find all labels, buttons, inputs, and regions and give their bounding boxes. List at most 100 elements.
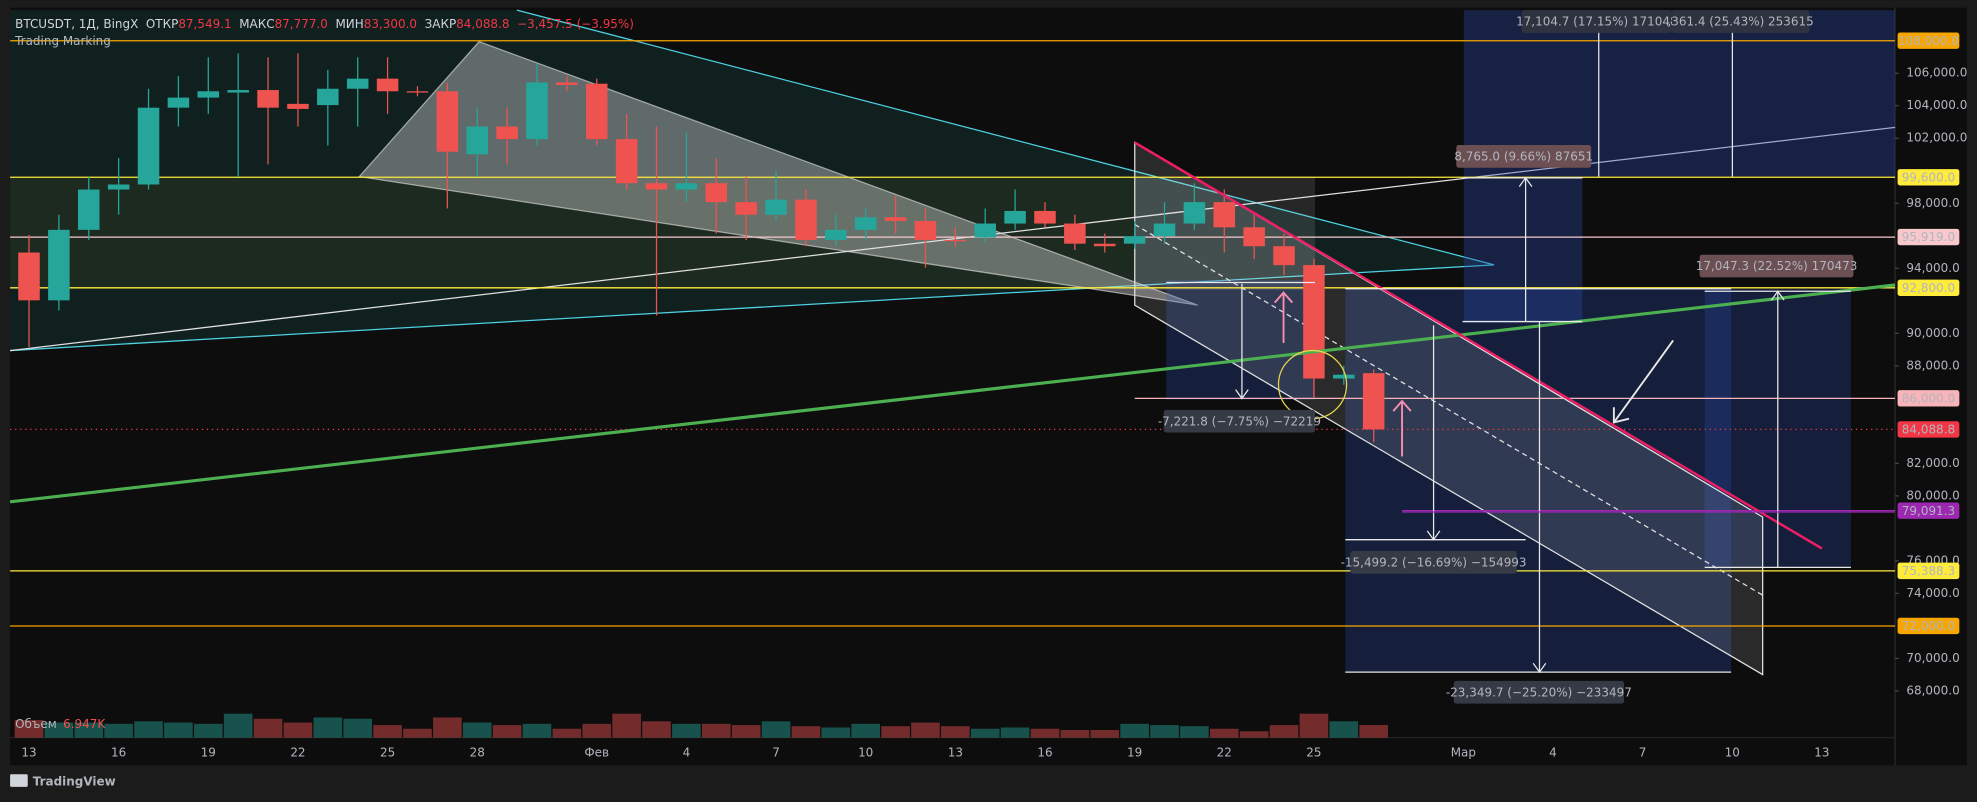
volume-bar <box>283 722 313 738</box>
channel-mid <box>1134 223 1763 596</box>
volume-bar <box>1000 727 1030 738</box>
volume-bar <box>1090 730 1120 738</box>
volume-bar <box>1120 723 1149 738</box>
arrowhead <box>1518 176 1533 188</box>
volume-title: Объем <box>15 716 57 730</box>
candle-body <box>346 78 369 89</box>
pennant <box>358 40 1199 306</box>
volume-bar <box>552 728 582 738</box>
x-tick-label: 13 <box>948 745 963 759</box>
candle-body <box>496 126 518 140</box>
y-tick-label: 106,000.0 <box>1906 66 1967 80</box>
candle-body <box>1064 223 1086 244</box>
indicator-name: Trading Marking <box>14 34 111 48</box>
logo <box>10 774 28 787</box>
channel <box>1134 141 1764 676</box>
candle-body <box>107 184 130 190</box>
candle-body <box>1362 373 1385 430</box>
level-badge <box>1897 279 1960 297</box>
candle-body <box>1273 246 1295 266</box>
candle-body <box>227 90 249 93</box>
volume-bar <box>1150 725 1179 738</box>
x-tick-label: 25 <box>380 745 395 759</box>
candle-body <box>257 90 279 108</box>
candle-body <box>914 221 937 240</box>
annotation-box <box>1453 680 1624 704</box>
level-label: 84,088.8 <box>1902 423 1955 437</box>
annotation: 8,765.0 (9.66%) 87651 <box>1454 150 1593 164</box>
volume-bar <box>1329 721 1359 738</box>
volume-bar <box>672 723 701 738</box>
y-tick-label: 98,000.0 <box>1906 196 1959 210</box>
footer: TradingView <box>10 774 116 788</box>
candle-body <box>884 217 907 222</box>
candle-body <box>48 229 70 301</box>
arrowhead <box>1770 290 1785 301</box>
level-label: 79,091.3 <box>1902 504 1955 518</box>
y-tick-label: 104,000.0 <box>1906 98 1967 112</box>
volume-bar <box>313 717 343 738</box>
position-box <box>1345 288 1732 673</box>
volume-bar <box>403 728 432 738</box>
y-tick-label: 68,000.0 <box>1906 683 1959 697</box>
volume-bar <box>970 728 1000 738</box>
wedge-area <box>10 10 1495 351</box>
annotation-box <box>1671 10 1810 33</box>
candle-body <box>825 229 847 240</box>
arrowhead <box>1426 530 1441 541</box>
volume-bar <box>941 726 970 738</box>
volume-bar <box>522 723 552 738</box>
candle-body <box>974 223 996 238</box>
drawings <box>10 9 1896 676</box>
candle-body <box>1004 210 1026 224</box>
level-badge <box>1897 169 1960 186</box>
annotation: 17,047.3 (22.52%) 170473 <box>1696 259 1858 273</box>
volume-bar <box>44 722 74 738</box>
arrowhead <box>1235 389 1249 400</box>
volume-bar <box>582 723 612 738</box>
x-tick-label: 28 <box>470 745 485 759</box>
candle-body <box>167 97 190 108</box>
field-value: 84,088.8 <box>456 17 509 31</box>
field-value: 87,777.0 <box>275 17 328 31</box>
annotation: -7,221.8 (−7.75%) −72219 <box>1158 414 1321 428</box>
level-label: 95,919.0 <box>1902 230 1955 244</box>
level-badge <box>1897 390 1960 407</box>
level-label: 99,600.0 <box>1902 170 1955 184</box>
y-tick-label: 102,000.0 <box>1906 131 1967 145</box>
annotation: 17,104.7 (17.15%) 171048 <box>1516 15 1678 29</box>
x-tick-label: 13 <box>21 745 36 759</box>
symbol: BTCUSDT, 1Д, BingX <box>15 17 138 31</box>
volume-bar <box>761 721 791 738</box>
volume-bar <box>1030 728 1060 738</box>
measure-lines <box>1166 25 1851 674</box>
candle-body <box>1183 202 1206 224</box>
volume-bar <box>612 713 641 738</box>
level-badge <box>1897 502 1960 519</box>
volume-bar <box>74 722 104 738</box>
volume-bar <box>1359 725 1388 738</box>
candle-body <box>526 82 548 140</box>
legend-header: BTCUSDT, 1Д, BingX ОТКР87,549.1 МАКС87,777… <box>15 17 634 31</box>
y-tick-label: 82,000.0 <box>1906 456 1959 470</box>
candle-body <box>376 78 399 92</box>
x-tick-label: 16 <box>111 745 126 759</box>
annotation-box <box>1521 10 1672 33</box>
candle-body <box>436 91 459 152</box>
volume-bar <box>701 723 731 738</box>
candle-body <box>705 183 728 203</box>
candle-body <box>18 252 40 301</box>
brand: TradingView <box>33 774 116 788</box>
candle-body <box>197 91 220 98</box>
annotations: 17,104.7 (17.15%) 171048,361.4 (25.43%) … <box>1158 10 1858 704</box>
candle-body <box>675 183 698 190</box>
volume-bar <box>1269 725 1299 738</box>
candle-body <box>795 199 817 240</box>
candle-body <box>137 107 160 185</box>
volume-bar <box>851 723 881 738</box>
y-tick-label: 90,000.0 <box>1906 326 1959 340</box>
field-name: ОТКР <box>146 17 178 31</box>
y-tick-label: 88,000.0 <box>1906 358 1959 372</box>
volume-bar <box>492 725 522 738</box>
candle-body <box>466 126 488 155</box>
